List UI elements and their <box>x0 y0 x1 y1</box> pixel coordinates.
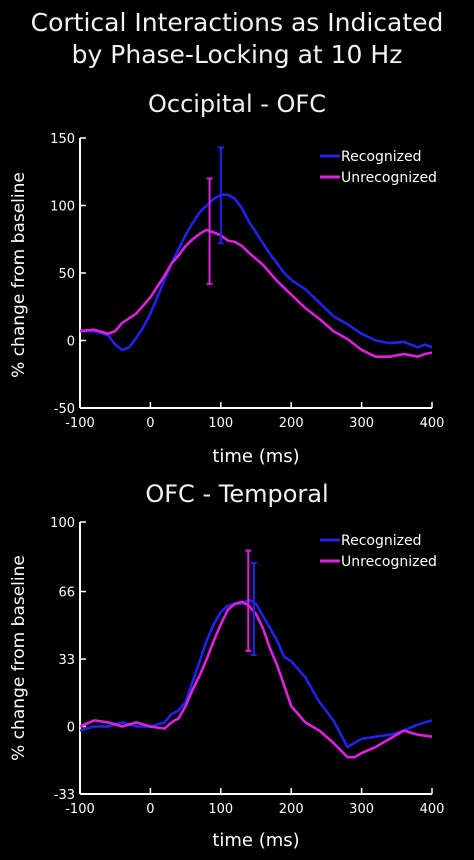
chart-1-y-tick-label: 50 <box>58 267 75 282</box>
figure-title-line-1: Cortical Interactions as Indicated <box>30 8 444 37</box>
chart-1-legend-label-unrecognized: Unrecognized <box>341 170 437 186</box>
chart-1-series-recognized-line <box>80 193 433 352</box>
chart-2-y-axis-label: % change from baseline <box>9 555 29 761</box>
chart-2-series-unrecognized-line <box>79 600 433 759</box>
chart-1-title: Occipital - OFC <box>147 90 326 118</box>
chart-2-y-tick-label: 33 <box>58 653 75 668</box>
chart-2-error-bar-unrecognized <box>245 549 252 652</box>
chart-1-error-bar-unrecognized <box>206 177 213 285</box>
chart-2-series-recognized-line <box>79 598 433 749</box>
chart-2-x-tick-label: 0 <box>146 802 154 817</box>
chart-1-series-unrecognized-line <box>79 228 433 359</box>
chart-2-y-tick-label: -33 <box>54 788 75 803</box>
figure-title-line-2: by Phase-Locking at 10 Hz <box>71 40 403 69</box>
chart-1-x-tick-label: 300 <box>349 416 374 431</box>
chart-1-x-tick-label: 200 <box>279 416 304 431</box>
chart-2-x-tick-label: 400 <box>420 802 445 817</box>
chart-1-y-tick-label: 150 <box>50 132 75 147</box>
chart-2-y-tick-label: 66 <box>58 586 75 601</box>
chart-2-title: OFC - Temporal <box>145 480 329 508</box>
chart-1-y-tick-label: 100 <box>50 200 75 215</box>
chart-1-y-axis-label: % change from baseline <box>9 172 29 378</box>
chart-1-x-tick-label: 0 <box>146 416 154 431</box>
chart-1-x-tick-label: 100 <box>208 416 233 431</box>
chart-2-y-tick-label: 0 <box>67 721 75 736</box>
chart-2-x-axis-label: time (ms) <box>212 830 299 851</box>
chart-1-x-axis-label: time (ms) <box>212 446 299 467</box>
chart-1-error-bar-recognized <box>217 146 224 245</box>
chart-1-x-tick-label: -100 <box>65 416 95 431</box>
chart-2-x-tick-label: 200 <box>279 802 304 817</box>
chart-2-x-tick-label: 100 <box>208 802 233 817</box>
chart-2-y-tick-label: 100 <box>50 516 75 531</box>
chart-1-y-tick-label: -50 <box>54 402 75 417</box>
chart-1-y-tick-label: 0 <box>67 335 75 350</box>
chart-2-error-bar-recognized <box>250 561 257 656</box>
chart-2-x-tick-label: 300 <box>349 802 374 817</box>
chart-1-legend-label-recognized: Recognized <box>341 149 421 165</box>
chart-2-legend-label-unrecognized: Unrecognized <box>341 554 437 570</box>
chart-2-x-tick-label: -100 <box>65 802 95 817</box>
chart-1-x-tick-label: 400 <box>420 416 445 431</box>
chart-2-legend-label-recognized: Recognized <box>341 533 421 549</box>
